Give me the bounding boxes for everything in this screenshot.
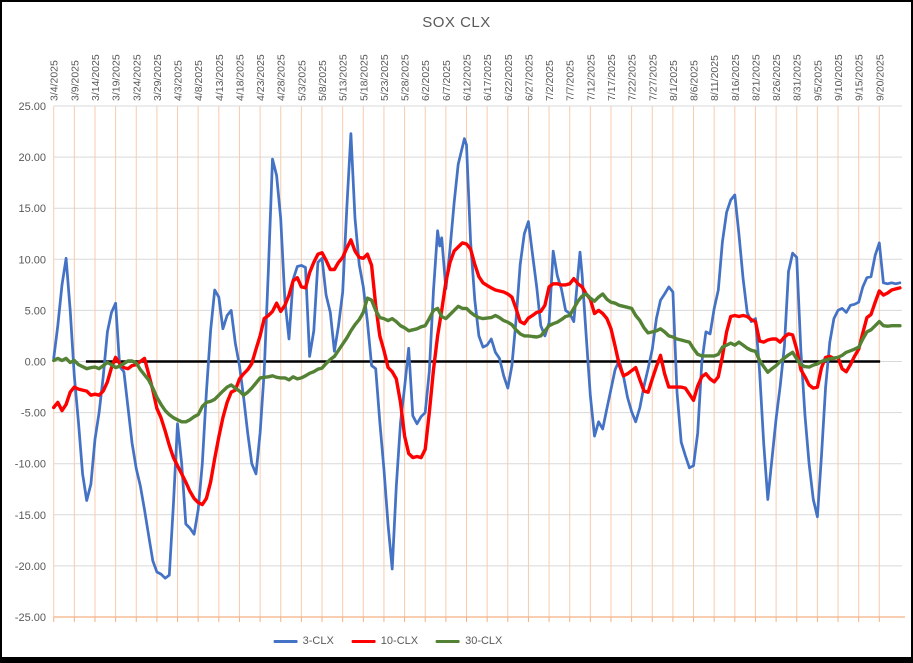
y-tick-labels: 25.00 20.00 15.00 10.00 5.00 0.00 -5.00 -10.00 -… — [15, 101, 46, 624]
y-tick-label: -5.00 — [21, 408, 46, 420]
x-tick-label: 6/17/2025 — [482, 54, 494, 101]
y-tick-label: -20.00 — [15, 561, 46, 573]
y-tick-label: 0.00 — [25, 357, 46, 369]
x-axis-ticks — [53, 617, 880, 622]
x-tick-label: 5/3/2025 — [296, 60, 308, 101]
x-tick-label: 4/3/2025 — [173, 60, 185, 101]
x-tick-label: 8/21/2025 — [750, 54, 762, 101]
x-tick-label: 4/23/2025 — [255, 54, 267, 101]
legend-swatch-10clx-icon — [351, 639, 376, 643]
legend-label-10clx: 10-CLX — [380, 635, 419, 647]
x-tick-label: 3/14/2025 — [90, 54, 102, 101]
legend-swatch-30clx-icon — [436, 639, 461, 643]
x-tick-label: 7/22/2025 — [627, 54, 639, 101]
x-tick-label: 3/4/2025 — [49, 60, 61, 101]
y-tick-label: 10.00 — [18, 254, 46, 266]
x-tick-label: 4/13/2025 — [214, 54, 226, 101]
legend-item-10clx[interactable]: 10-CLX — [351, 635, 419, 647]
y-tick-label: 15.00 — [18, 203, 46, 215]
y-tick-label: 25.00 — [18, 101, 46, 113]
legend-item-3clx[interactable]: 3-CLX — [273, 635, 334, 647]
x-tick-label: 5/8/2025 — [317, 60, 329, 101]
legend[interactable]: 3-CLX 10-CLX 30-CLX — [273, 635, 502, 647]
y-tick-label: 5.00 — [25, 305, 46, 317]
x-tick-label: 6/27/2025 — [523, 54, 535, 101]
legend-label-3clx: 3-CLX — [302, 635, 334, 647]
x-tick-label: 8/31/2025 — [792, 54, 804, 101]
x-tick-label: 7/7/2025 — [565, 60, 577, 101]
series-10-CLX — [52, 238, 902, 507]
y-tick-label: -10.00 — [15, 459, 46, 471]
x-tick-label: 9/10/2025 — [833, 54, 845, 101]
x-tick-label: 5/13/2025 — [338, 54, 350, 101]
x-tick-label: 7/27/2025 — [647, 54, 659, 101]
vertical-gridlines — [53, 106, 880, 617]
x-tick-label: 5/28/2025 — [400, 54, 412, 101]
x-tick-labels: 3/4/2025 3/9/2025 3/14/2025 3/19/2025 3/24/2… — [49, 54, 887, 101]
x-tick-label: 8/6/2025 — [689, 60, 701, 101]
x-tick-label: 3/19/2025 — [111, 54, 123, 101]
legend-label-30clx: 30-CLX — [465, 635, 503, 647]
series-3-CLX — [52, 132, 902, 580]
x-tick-label: 7/17/2025 — [606, 54, 618, 101]
x-tick-label: 4/28/2025 — [276, 54, 288, 101]
legend-item-30clx[interactable]: 30-CLX — [436, 635, 502, 647]
x-tick-label: 4/8/2025 — [193, 60, 205, 101]
x-tick-label: 3/9/2025 — [69, 60, 81, 101]
chart-title: SOX CLX — [422, 14, 491, 31]
x-tick-label: 4/18/2025 — [234, 54, 246, 101]
x-tick-label: 9/20/2025 — [874, 54, 886, 101]
x-tick-label: 6/22/2025 — [503, 54, 515, 101]
x-tick-label: 6/2/2025 — [420, 60, 432, 101]
y-tick-label: -15.00 — [15, 510, 46, 522]
series-30-CLX — [52, 292, 902, 424]
x-tick-label: 9/15/2025 — [854, 54, 866, 101]
x-tick-label: 5/18/2025 — [358, 54, 370, 101]
x-tick-label: 6/7/2025 — [441, 60, 453, 101]
legend-swatch-3clx-icon — [273, 639, 298, 643]
x-tick-label: 8/11/2025 — [709, 55, 721, 101]
x-tick-label: 5/23/2025 — [379, 54, 391, 101]
x-tick-label: 7/2/2025 — [544, 60, 556, 101]
x-tick-label: 3/29/2025 — [152, 54, 164, 101]
x-tick-label: 8/16/2025 — [730, 54, 742, 101]
x-tick-label: 7/12/2025 — [585, 54, 597, 101]
x-tick-label: 8/1/2025 — [668, 60, 680, 101]
x-tick-label: 6/12/2025 — [462, 54, 474, 101]
x-tick-label: 3/24/2025 — [131, 54, 143, 101]
y-tick-label: 20.00 — [18, 152, 46, 164]
x-tick-label: 9/5/2025 — [812, 60, 824, 101]
y-tick-label: -25.00 — [15, 612, 46, 624]
x-tick-label: 8/26/2025 — [771, 54, 783, 101]
